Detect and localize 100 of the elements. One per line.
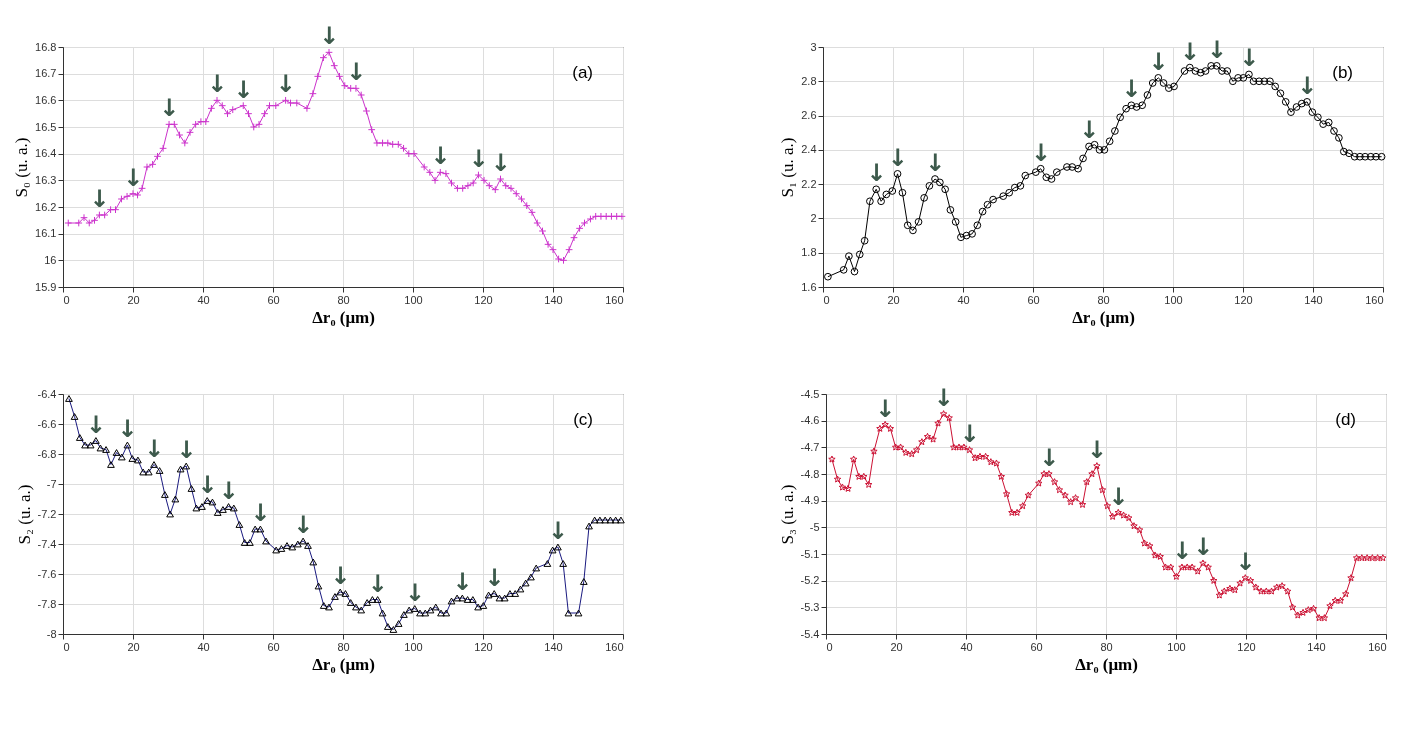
x-tick-label: 80: [1100, 640, 1113, 653]
x-tick-label: 20: [127, 293, 140, 306]
annotation: ↓: [176, 436, 197, 464]
y-tick-label: -5.4: [800, 627, 820, 640]
annotation: ↓: [959, 420, 980, 448]
annotation: ↓: [430, 142, 451, 171]
annotation: (a): [572, 63, 593, 82]
x-tick-label: 140: [1307, 640, 1326, 653]
y-tick-label: -7: [46, 477, 57, 490]
annotation: ↓: [330, 562, 351, 590]
x-axis-title: Δr₀ (μm): [1075, 654, 1138, 674]
annotation: (b): [1332, 63, 1353, 82]
x-tick-label: 20: [127, 640, 140, 653]
x-tick-label: 0: [63, 293, 70, 306]
y-axis-title: S₂ (u. a.): [14, 484, 34, 545]
y-axis-title: S₁ (u. a.): [778, 137, 798, 198]
annotation: ↓: [233, 75, 254, 104]
x-tick-label: 0: [823, 293, 830, 306]
x-tick-label: 20: [890, 640, 903, 653]
annotation: (c): [573, 410, 593, 429]
annotation: ↓: [143, 434, 165, 463]
annotation: ↓: [85, 410, 106, 439]
x-tick-label: 160: [605, 293, 624, 306]
annotation: ↓: [866, 159, 887, 188]
annotation: ↓: [293, 511, 314, 539]
y-tick-label: 16: [44, 253, 57, 266]
annotation: ↓: [1038, 444, 1059, 472]
y-tick-label: 2.6: [801, 109, 817, 122]
annotation: ↓: [490, 149, 511, 177]
y-tick-label: -4.5: [800, 387, 820, 400]
annotation: ↓: [933, 384, 954, 412]
x-tick-label: 160: [1365, 293, 1384, 306]
annotation: ↓: [1148, 47, 1169, 76]
x-tick-label: 120: [1237, 640, 1256, 653]
x-tick-label: 100: [404, 640, 423, 653]
y-tick-label: -7.6: [37, 567, 57, 580]
x-tick-label: 120: [474, 640, 493, 653]
y-tick-label: -7.2: [37, 507, 57, 520]
y-tick-label: 16.4: [35, 147, 57, 160]
y-tick-label: -5.2: [800, 574, 820, 587]
annotation: ↓: [452, 568, 473, 596]
annotation: ↓: [1179, 37, 1200, 66]
y-tick-label: 16.1: [35, 227, 57, 240]
annotation: ↓: [1108, 482, 1129, 511]
annotation: ↓: [250, 499, 271, 527]
x-tick-label: 40: [197, 293, 210, 306]
y-tick-label: 3: [810, 40, 817, 53]
y-tick-label: 16.8: [35, 40, 57, 53]
y-tick-label: -4.7: [800, 440, 820, 453]
y-tick-label: 16.6: [35, 93, 57, 106]
annotation: ↓: [1121, 75, 1142, 104]
x-tick-label: 60: [1027, 293, 1040, 306]
x-tick-label: 100: [1164, 293, 1183, 306]
annotation: ↓: [1078, 116, 1100, 145]
x-axis-title: Δr₀ (μm): [312, 307, 375, 327]
y-tick-label: 1.6: [801, 280, 817, 293]
x-axis-title: Δr₀ (μm): [1072, 307, 1135, 327]
y-tick-label: 16.7: [35, 67, 57, 80]
annotation: ↓: [206, 70, 228, 99]
y-tick-label: 2: [810, 211, 817, 224]
annotation: ↓: [1171, 537, 1192, 566]
x-tick-label: 160: [1368, 640, 1387, 653]
y-tick-label: 16.2: [35, 200, 57, 213]
y-tick-label: 2.4: [801, 143, 817, 156]
y-tick-label: 1.8: [801, 246, 817, 259]
x-axis-title: Δr₀ (μm): [312, 654, 375, 674]
x-tick-label: 20: [887, 293, 900, 306]
annotation: ↓: [218, 476, 239, 505]
x-tick-label: 60: [267, 640, 280, 653]
x-tick-label: 140: [544, 640, 563, 653]
y-tick-label: 2.8: [801, 74, 817, 87]
x-tick-label: 40: [960, 640, 973, 653]
y-tick-label: -4.8: [800, 467, 820, 480]
annotation: ↓: [117, 415, 138, 443]
annotation: ↓: [1192, 533, 1213, 562]
x-tick-label: 100: [404, 293, 423, 306]
x-tick-label: 140: [544, 293, 563, 306]
y-tick-label: -8: [46, 627, 57, 640]
annotation: ↓: [367, 569, 388, 598]
x-tick-label: 80: [337, 293, 350, 306]
y-tick-label: -5.1: [800, 547, 820, 560]
annotation: ↓: [122, 163, 144, 192]
x-tick-label: 0: [826, 640, 833, 653]
y-tick-label: -4.9: [800, 494, 820, 507]
y-tick-label: -6.4: [37, 387, 57, 400]
annotation: ↓: [875, 394, 896, 423]
annotation: ↓: [1030, 138, 1051, 167]
y-tick-label: -7.4: [37, 537, 57, 550]
x-tick-label: 80: [1097, 293, 1110, 306]
x-tick-label: 80: [337, 640, 350, 653]
y-tick-label: -5: [809, 520, 820, 533]
annotation: ↓: [275, 70, 296, 99]
x-tick-label: 160: [605, 640, 624, 653]
annotation: (d): [1335, 410, 1356, 429]
annotation: ↓: [1238, 44, 1259, 73]
annotation: ↓: [1235, 548, 1256, 576]
y-tick-label: -6.8: [37, 447, 57, 460]
annotation: ↓: [159, 94, 180, 123]
x-tick-label: 100: [1167, 640, 1186, 653]
annotation: ↓: [318, 22, 340, 51]
